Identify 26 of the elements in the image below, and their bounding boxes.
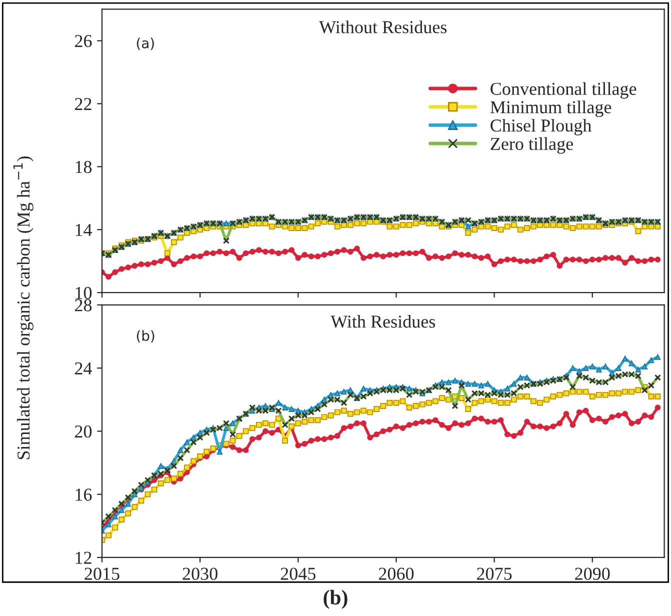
y-tick-label: 28 [75,299,92,312]
x-tick-label: 2015 [84,568,120,580]
y-tick-label: 18 [76,160,92,174]
legend-label: Chisel Plough [490,118,592,136]
y-tick-label: 26 [75,35,92,48]
x-tick-label: 2045 [280,568,316,580]
legend-label: Conventional tillage [490,82,636,99]
annotation: (a) [136,38,154,50]
y-tick-label: 20 [75,425,92,438]
legend-label: Minimum tillage [490,100,612,118]
x-tick-label: 2090 [575,568,610,580]
y-tick-label: 24 [75,362,92,374]
text: (b) [324,590,348,609]
annotation: (b) [136,330,154,343]
y-tick-label: 12 [76,552,92,564]
y-tick-label: 14 [76,224,92,236]
y-tick-label: 22 [75,98,92,110]
x-tick-label: 2075 [477,568,512,580]
x-tick-label: 2060 [378,568,414,580]
chart-title: With Residues [330,315,436,328]
chart-title: Without Residues [319,20,447,34]
y-tick-label: 16 [76,488,92,501]
x-tick-label: 2030 [182,568,218,580]
y-axis-title: Simulated total organic carbon (Mg ha$^{−1}$) [13,156,34,460]
legend-label: Zero tillage [490,137,573,154]
y-tick-label: 10 [76,286,92,300]
